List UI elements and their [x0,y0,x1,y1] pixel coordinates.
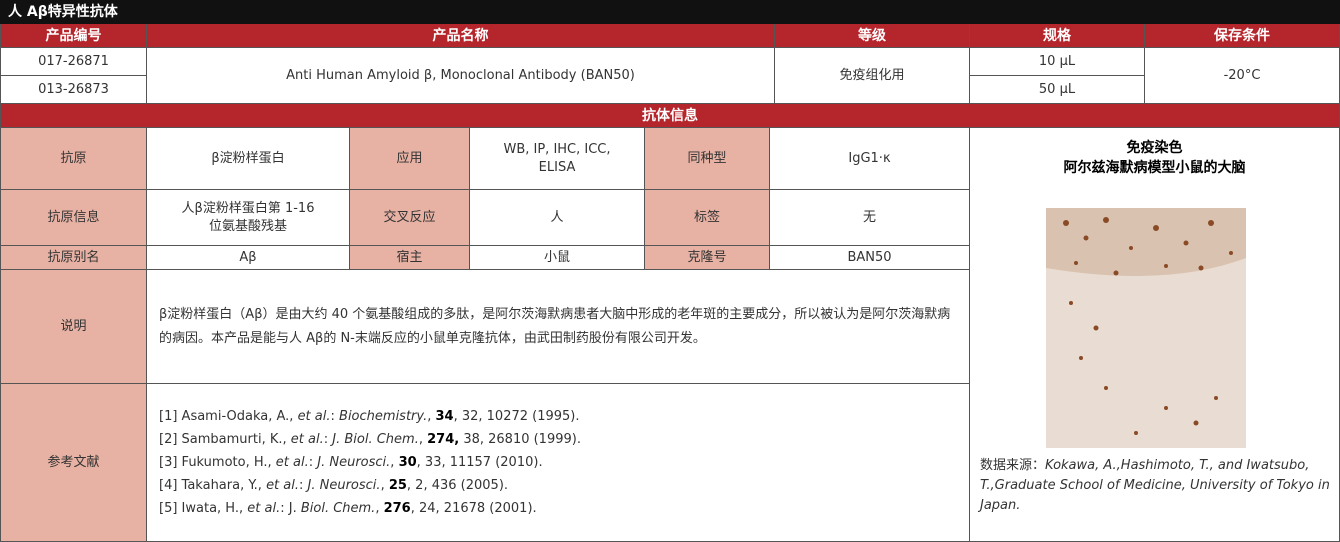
header-cell: 产品编号 [0,24,147,48]
reference: [2] Sambamurti, K., et al.: J. Biol. Che… [159,428,581,451]
field-label: 宿主 [350,246,470,270]
product-size: 50 μL [970,76,1145,104]
header-cell: 等级 [775,24,970,48]
field-label: 克隆号 [645,246,770,270]
reference-part: 25 [388,478,407,493]
reference-part: 274, [427,432,460,447]
reference-part: , [380,478,389,493]
field-value: BAN50 [770,246,970,270]
reference-part: : [323,432,333,447]
plaques [1063,217,1233,435]
reference-part: et al. [275,455,309,470]
stain-image [1046,208,1246,448]
reference-part: , [390,455,399,470]
header-cell: 保存条件 [1145,24,1340,48]
reference-part: [3] Fukumoto, H., [159,455,276,470]
product-storage: -20°C [1145,48,1340,104]
reference: [4] Takahara, Y., et al.: J. Neurosci. , … [159,474,508,497]
reference-part: , [375,501,384,516]
reference-part: [1] Asami-Odaka, A., [159,409,298,424]
reference-part: , 32, 10272 (1995). [453,409,580,424]
field-label: 抗原信息 [0,190,147,246]
reference-part: Biochemistry. [339,409,428,424]
reference-part: 38, 26810 (1999). [459,432,581,447]
field-label: 同种型 [645,128,770,190]
caption-part: 数据来源： [980,458,1046,473]
field-label: 抗原 [0,128,147,190]
caption-part: Kokawa, A.,Hashimoto, T., and Iwatsubo, … [980,458,1330,513]
reference-part: , [427,409,436,424]
reference: [5] Iwata, H., et al.: J. Biol. Chem., 2… [159,497,537,520]
reference-part: et al. [266,478,300,493]
reference-part: J. Neurosci. [307,478,381,493]
reference-part: et al. [290,432,324,447]
header-cell: 产品名称 [147,24,775,48]
sheet-title: 人 Aβ特异性抗体 [0,0,1340,24]
field-label: 交叉反应 [350,190,470,246]
reference-part: : [299,478,308,493]
field-value: β淀粉样蛋白 [147,128,350,190]
figure-panel: 免疫染色 阿尔兹海默病模型小鼠的大脑 数据来源：Kokawa, A.,Hashi… [970,128,1340,542]
product-name: Anti Human Amyloid β, Monoclonal Antibod… [147,48,775,104]
field-value: Aβ [147,246,350,270]
reference-part: [4] Takahara, Y., [159,478,267,493]
reference-part: , 24, 21678 (2001). [410,501,537,516]
description-text: β淀粉样蛋白（Aβ）是由大约 40 个氨基酸组成的多肽，是阿尔茨海默病患者大脑中… [147,270,970,384]
header-cell: 规格 [970,24,1145,48]
reference-part: 34 [435,409,454,424]
field-label: 抗原别名 [0,246,147,270]
field-value: 人β淀粉样蛋白第 1-16 位氨基酸残基 [147,190,350,246]
field-value: 小鼠 [470,246,645,270]
product-grade: 免疫组化用 [775,48,970,104]
product-size: 10 μL [970,48,1145,76]
reference-part: J. Neurosci. [317,455,391,470]
field-label: 参考文献 [0,384,147,542]
cortex-region [1046,208,1246,276]
field-label: 说明 [0,270,147,384]
reference-list: [1] Asami-Odaka, A., et al.: Biochemistr… [147,384,970,542]
product-code: 013-26873 [0,76,147,104]
reference-part: : J. [280,501,301,516]
reference-part: Biol. Chem. [300,501,376,516]
reference-part: , [418,432,428,447]
field-label: 标签 [645,190,770,246]
reference: [3] Fukumoto, H., et al.: J. Neurosci. , … [159,451,543,474]
field-value: 人 [470,190,645,246]
reference-part: et al. [297,409,331,424]
reference-part: [2] Sambamurti, K., [159,432,291,447]
figure-title-line: 免疫染色 [1126,140,1183,156]
field-value: IgG1·κ [770,128,970,190]
reference-part: 30 [398,455,417,470]
figure-title-line: 阿尔兹海默病模型小鼠的大脑 [1063,160,1246,176]
reference: [1] Asami-Odaka, A., et al.: Biochemistr… [159,405,580,428]
reference-part: et al. [247,501,281,516]
reference-part: [5] Iwata, H., [159,501,248,516]
reference-part: , 2, 436 (2005). [406,478,509,493]
reference-part: : [330,409,340,424]
reference-part: : [308,455,318,470]
reference-part: , 33, 11157 (2010). [416,455,543,470]
figure-caption: 数据来源：Kokawa, A.,Hashimoto, T., and Iwats… [980,456,1335,516]
section-header: 抗体信息 [0,104,1340,128]
reference-part: 276 [383,501,411,516]
product-code: 017-26871 [0,48,147,76]
field-label: 应用 [350,128,470,190]
figure-title: 免疫染色 阿尔兹海默病模型小鼠的大脑 [970,138,1339,178]
field-value: 无 [770,190,970,246]
field-value: WB, IP, IHC, ICC, ELISA [470,128,645,190]
reference-part: J. Biol. Chem. [332,432,419,447]
